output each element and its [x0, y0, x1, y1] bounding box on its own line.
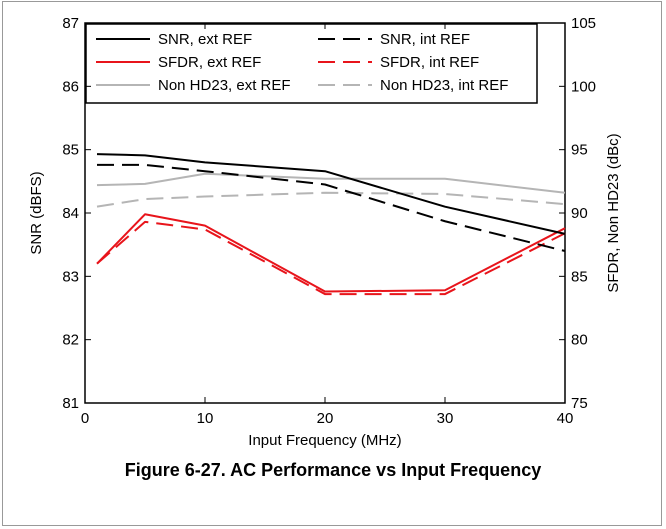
y-tick-label: 84 [62, 205, 79, 222]
y2-axis-title: SFDR, Non HD23 (dBc) [605, 133, 622, 292]
legend-label: SFDR, ext REF [158, 54, 261, 71]
y-tick-label: 81 [62, 395, 79, 412]
x-tick-label: 0 [81, 410, 89, 427]
series-layer [96, 153, 566, 296]
legend: SNR, ext REF SNR, int REF SFDR, ext REF SFD… [85, 23, 538, 104]
x-tick-label: 30 [437, 410, 454, 427]
figure-caption: Figure 6-27. AC Performance vs Input Fre… [125, 460, 541, 480]
legend-label: SFDR, int REF [380, 54, 479, 71]
x-tick-label: 10 [197, 410, 214, 427]
ticks-layer: 0 10 20 30 40 81 82 83 84 85 86 87 75 80 85 90 95 100 105 [62, 15, 596, 427]
x-axis-title: Input Frequency (MHz) [248, 432, 401, 449]
legend-label: SNR, int REF [380, 31, 470, 48]
legend-label: Non HD23, ext REF [158, 77, 291, 94]
series-line-snr-ext-ref [96, 153, 566, 235]
y2-tick-label: 85 [571, 268, 588, 285]
series-line-sfdr-int-ref [96, 220, 566, 296]
x-tick-label: 40 [557, 410, 574, 427]
y2-tick-label: 75 [571, 395, 588, 412]
series-line-sfdr-ext-ref [96, 213, 566, 293]
y2-tick-label: 105 [571, 15, 596, 32]
series-line-non-hd23-ext-ref [96, 172, 566, 194]
y-tick-label: 82 [62, 332, 79, 349]
y2-tick-label: 95 [571, 142, 588, 159]
series-line-non-hd23-int-ref [96, 191, 566, 208]
legend-label: SNR, ext REF [158, 31, 252, 48]
legend-label: Non HD23, int REF [380, 77, 508, 94]
y2-tick-label: 90 [571, 205, 588, 222]
series-line-snr-int-ref [97, 163, 566, 252]
x-tick-label: 20 [317, 410, 334, 427]
y-tick-label: 87 [62, 15, 79, 32]
y-tick-label: 86 [62, 78, 79, 95]
y2-tick-label: 100 [571, 78, 596, 95]
y-tick-label: 85 [62, 142, 79, 159]
y-tick-label: 83 [62, 268, 79, 285]
y2-tick-label: 80 [571, 332, 588, 349]
legend-box [85, 23, 538, 104]
y-axis-title: SNR (dBFS) [28, 171, 45, 254]
